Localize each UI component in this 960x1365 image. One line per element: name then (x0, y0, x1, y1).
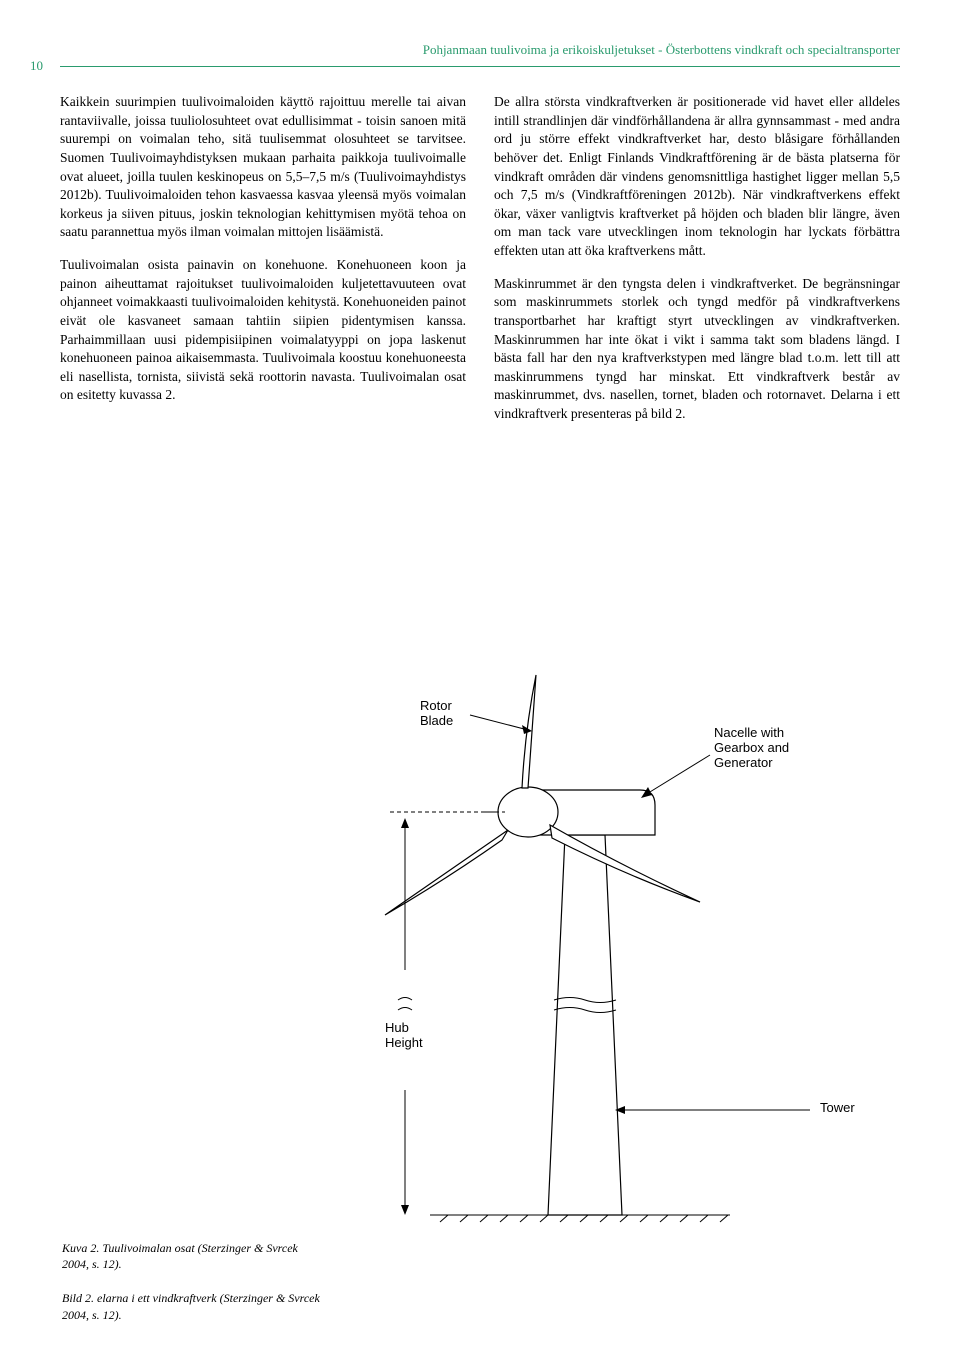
left-p2: Tuulivoimalan osista painavin on konehuo… (60, 256, 466, 405)
right-p1: De allra största vindkraftverken är posi… (494, 93, 900, 261)
text-columns: Kaikkein suurimpien tuulivoimaloiden käy… (60, 93, 900, 438)
figure-captions: Kuva 2. Tuulivoimalan osat (Sterzinger &… (62, 1240, 322, 1323)
label-nacelle: Nacelle with Gearbox and Generator (714, 725, 789, 770)
turbine-diagram: Rotor Blade Nacelle with Gearbox and Gen… (310, 670, 900, 1225)
caption-sv: Bild 2. elarna i ett vindkraftverk (Ster… (62, 1290, 322, 1322)
right-p2: Maskinrummet är den tyngsta delen i vind… (494, 275, 900, 424)
left-column: Kaikkein suurimpien tuulivoimaloiden käy… (60, 93, 466, 438)
right-column: De allra största vindkraftverken är posi… (494, 93, 900, 438)
caption-fi: Kuva 2. Tuulivoimalan osat (Sterzinger &… (62, 1240, 322, 1272)
label-hub-height: Hub Height (385, 1020, 423, 1050)
left-p1: Kaikkein suurimpien tuulivoimaloiden käy… (60, 93, 466, 242)
label-rotor-blade: Rotor Blade (420, 698, 453, 728)
turbine-svg (310, 670, 900, 1225)
label-tower: Tower (820, 1100, 855, 1115)
page-number: 10 (30, 58, 43, 74)
running-header: Pohjanmaan tuulivoima ja erikoiskuljetuk… (60, 42, 900, 67)
